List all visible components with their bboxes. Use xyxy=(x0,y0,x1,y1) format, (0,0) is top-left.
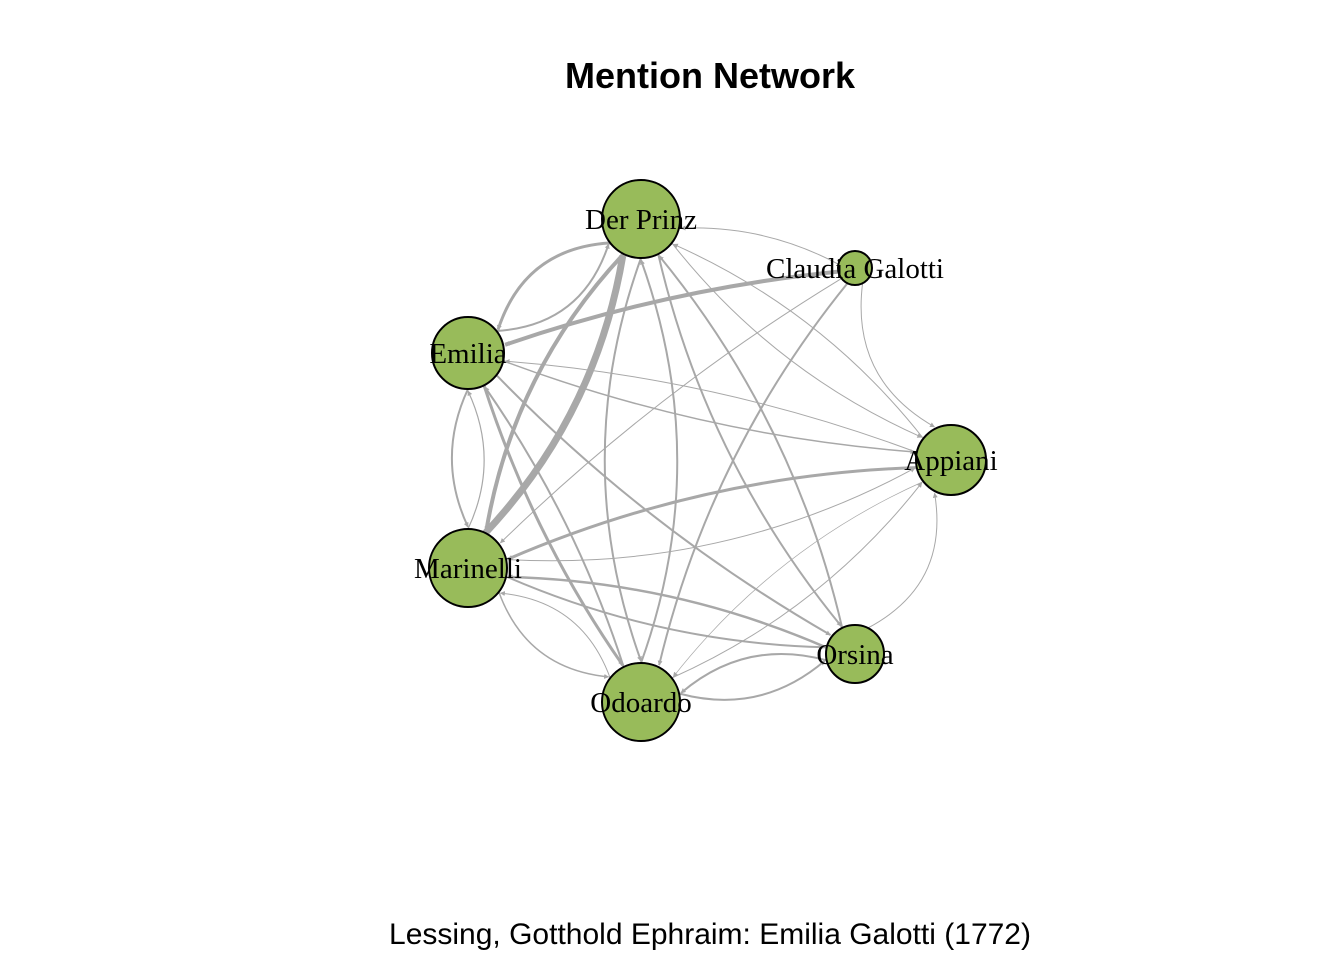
node-circle-emilia xyxy=(431,316,505,390)
node-label-marinelli: Marinelli xyxy=(414,553,522,585)
node-circle-prinz xyxy=(601,179,681,259)
node-label-claudia: Claudia Galotti xyxy=(766,253,944,285)
node-prinz: Der Prinz xyxy=(585,179,697,259)
edge-odoardo-to-marinelli xyxy=(499,591,611,679)
node-marinelli: Marinelli xyxy=(414,528,522,608)
edge-prinz-to-appiani xyxy=(671,242,923,438)
edge-emilia-to-appiani xyxy=(502,360,916,455)
edge-claudia-to-appiani xyxy=(860,283,935,428)
node-layer: Der Prinz Claudia Galotti Emilia Appiani Mar… xyxy=(414,179,998,742)
node-label-orsina: Orsina xyxy=(816,639,893,671)
edge-claudia-to-marinelli xyxy=(500,277,842,544)
edge-marinelli-to-prinz xyxy=(482,255,627,536)
edge-orsina-to-appiani xyxy=(867,492,938,629)
node-circle-orsina xyxy=(825,624,885,684)
edge-marinelli-to-emilia xyxy=(467,390,485,530)
edge-appiani-to-prinz xyxy=(672,243,924,439)
edge-claudia-to-prinz xyxy=(680,225,839,265)
edge-prinz-to-orsina xyxy=(657,253,843,627)
edge-prinz-to-emilia xyxy=(496,241,611,331)
node-label-emilia: Emilia xyxy=(429,338,506,370)
edge-marinelli-to-appiani xyxy=(506,467,916,562)
node-circle-claudia xyxy=(837,250,873,286)
edge-appiani-to-marinelli xyxy=(507,466,917,561)
node-emilia: Emilia xyxy=(429,316,507,390)
node-orsina: Orsina xyxy=(816,624,894,684)
node-label-prinz: Der Prinz xyxy=(585,204,697,236)
figure-caption: Lessing, Gotthold Ephraim: Emilia Galott… xyxy=(389,918,1031,951)
edge-emilia-to-marinelli xyxy=(450,388,469,528)
node-appiani: Appiani xyxy=(904,424,998,496)
edge-orsina-to-prinz xyxy=(658,255,844,629)
edge-claudia-to-emilia xyxy=(504,269,839,347)
edge-orsina-to-marinelli xyxy=(507,574,828,649)
figure-title: Mention Network xyxy=(564,55,855,96)
node-circle-marinelli xyxy=(428,528,508,608)
edge-emilia-to-odoardo xyxy=(482,384,625,667)
edge-marinelli-to-odoardo xyxy=(498,591,610,679)
edge-odoardo-to-emilia xyxy=(484,386,625,668)
edge-odoardo-to-orsina xyxy=(678,660,826,701)
node-odoardo: Odoardo xyxy=(590,662,692,742)
node-circle-appiani xyxy=(915,424,987,496)
node-claudia: Claudia Galotti xyxy=(766,250,944,286)
edge-prinz-to-marinelli xyxy=(484,252,626,532)
edge-orsina-to-odoardo xyxy=(680,652,827,694)
edge-emilia-to-orsina xyxy=(495,374,831,636)
edge-layer xyxy=(450,225,938,701)
edge-emilia-to-prinz xyxy=(496,243,610,332)
node-circle-odoardo xyxy=(601,662,681,742)
edge-marinelli-to-orsina xyxy=(505,575,826,650)
edge-appiani-to-emilia xyxy=(504,359,917,453)
edge-odoardo-to-prinz xyxy=(640,259,679,664)
node-label-appiani: Appiani xyxy=(904,445,997,477)
node-label-odoardo: Odoardo xyxy=(590,687,691,719)
edge-odoardo-to-appiani xyxy=(671,482,923,679)
edge-appiani-to-odoardo xyxy=(672,481,924,678)
edge-claudia-to-odoardo xyxy=(657,282,849,666)
edge-prinz-to-odoardo xyxy=(603,257,642,662)
